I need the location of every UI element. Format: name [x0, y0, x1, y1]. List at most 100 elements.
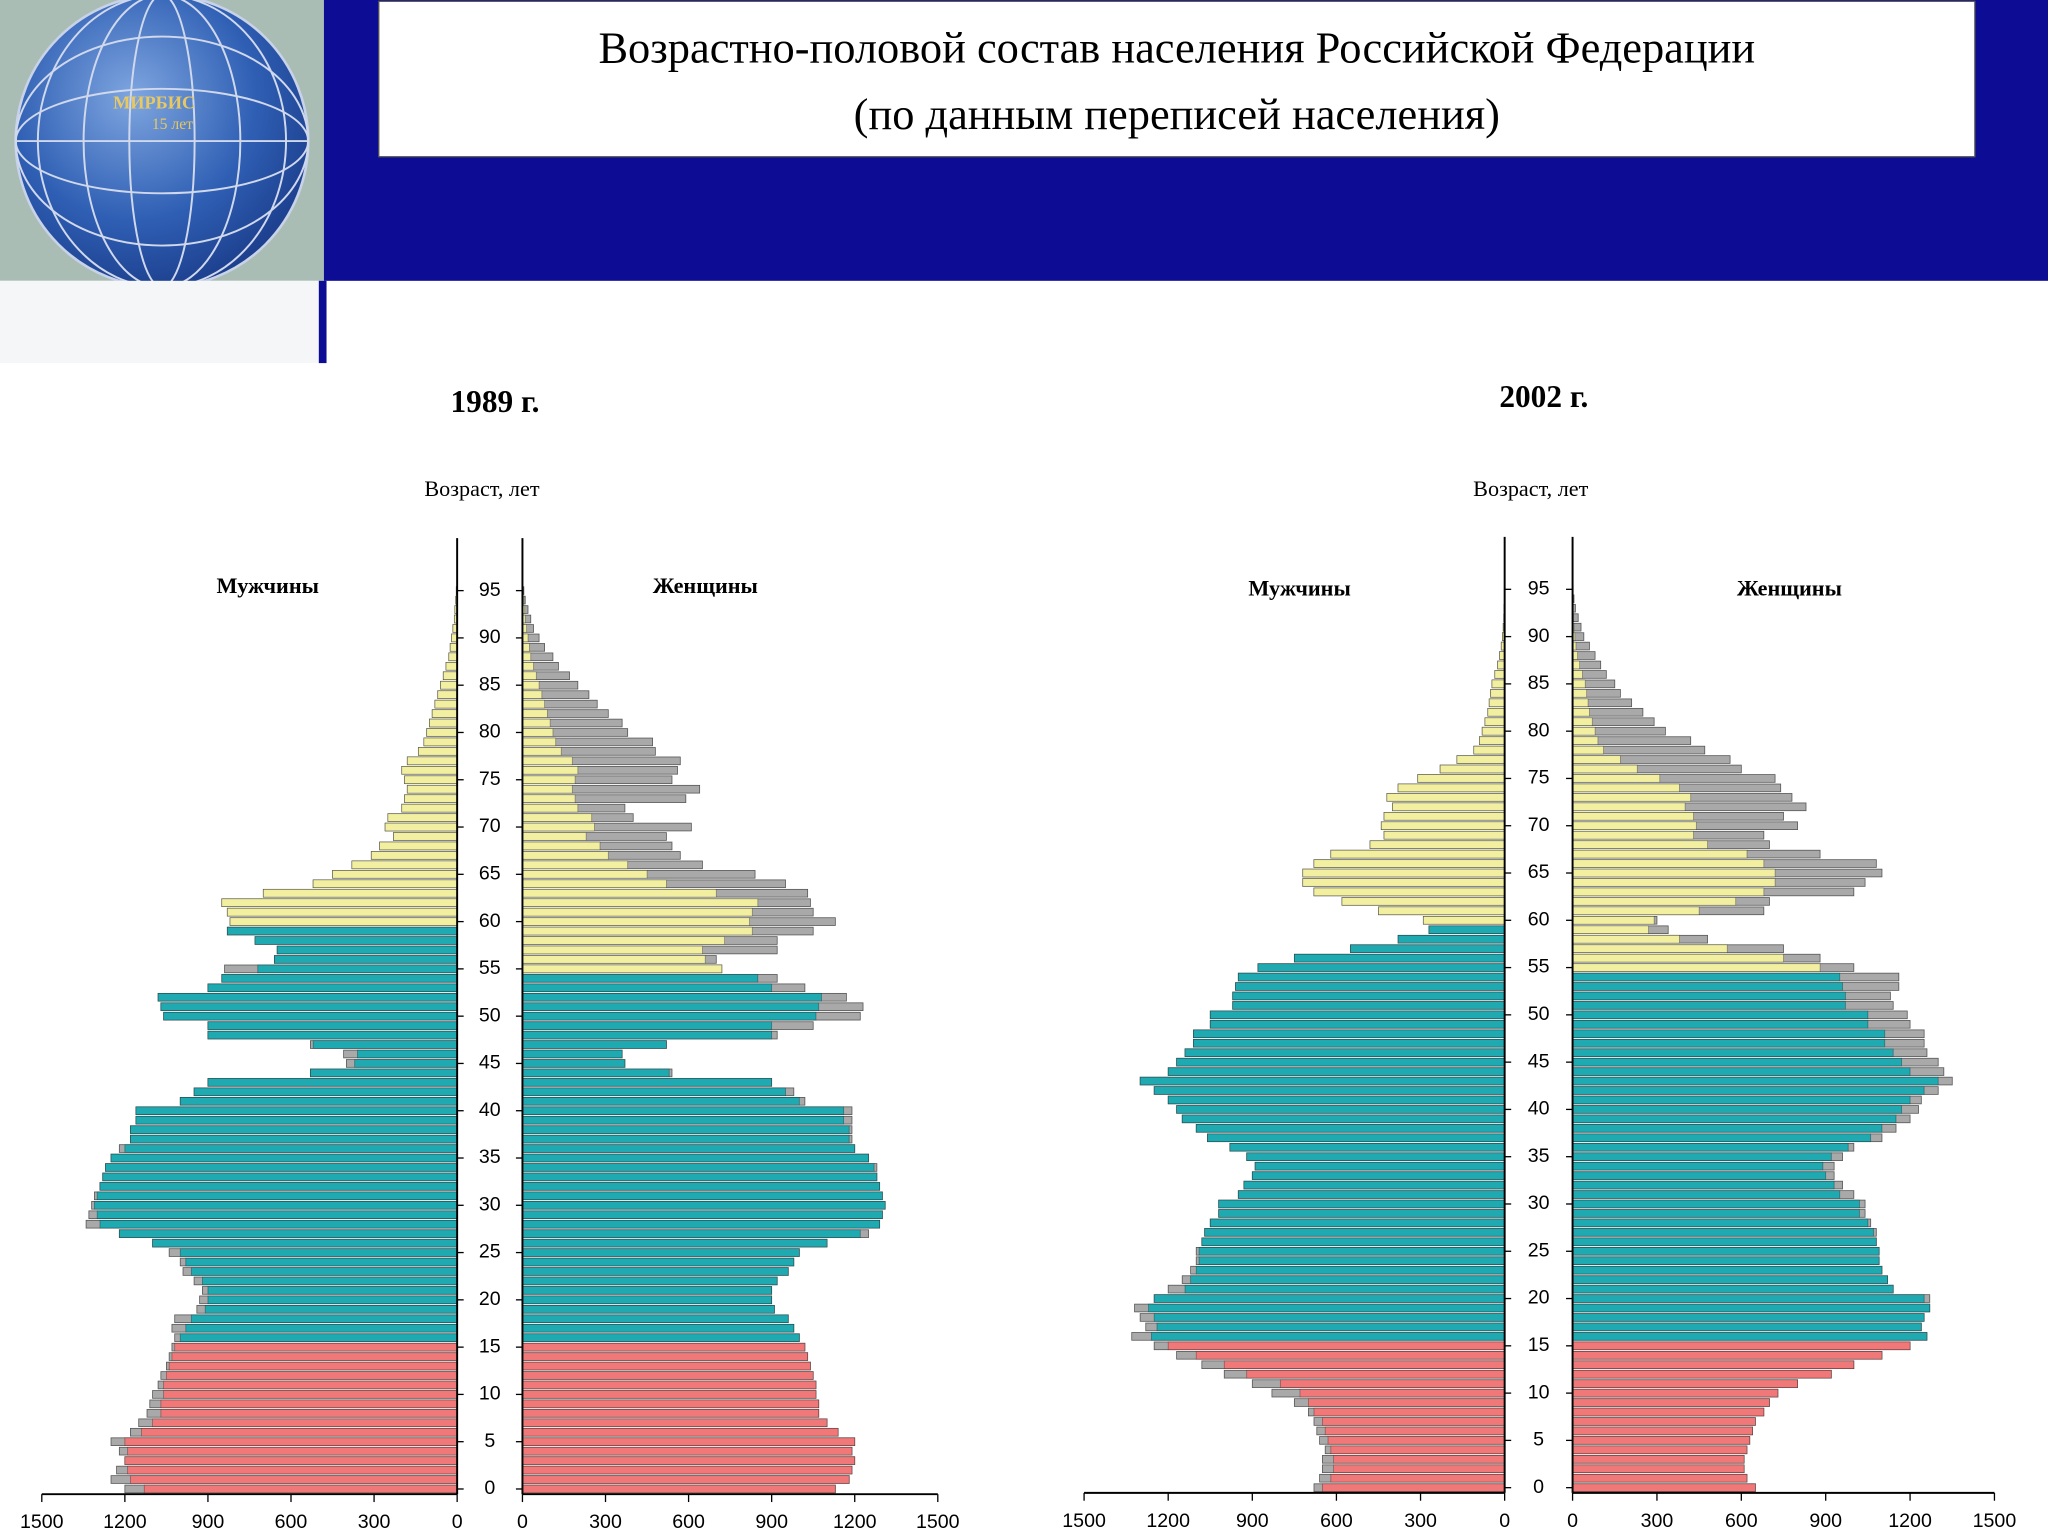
bar-common [1167, 1067, 1506, 1076]
bar-common [1218, 1199, 1506, 1209]
bar-common [522, 1390, 817, 1399]
bar-common [1491, 679, 1506, 689]
bar-common [1223, 1360, 1506, 1370]
bar-common [1572, 925, 1649, 935]
bar-common [1333, 1455, 1506, 1464]
bar-common [522, 936, 725, 945]
bar-common [522, 652, 532, 662]
bar-common [1439, 764, 1506, 774]
header-accent [318, 280, 327, 364]
bar-common [1473, 745, 1506, 755]
legend-entry: Мужчины [217, 573, 319, 598]
globe [14, 0, 310, 289]
bar-common [1341, 897, 1506, 906]
bar-common [1313, 887, 1506, 897]
bar-common [1572, 1180, 1835, 1190]
bar-common [1350, 944, 1506, 953]
bar-common [406, 756, 458, 766]
bar-common [401, 766, 458, 775]
bar-common [1209, 1010, 1506, 1020]
bar-common [351, 860, 458, 870]
x-tick-label: 0 [1499, 1510, 1510, 1532]
bar-common [522, 1446, 853, 1456]
bar-common [429, 718, 458, 728]
bar-common [94, 1201, 458, 1210]
bar-common [401, 803, 458, 813]
y-tick-label: 5 [484, 1430, 495, 1452]
bar-common [1237, 972, 1506, 982]
bar-common [357, 1049, 458, 1059]
bar-common [1572, 840, 1708, 849]
bar-common [1487, 707, 1506, 717]
bar-common [522, 1484, 836, 1494]
bar-common [1572, 745, 1604, 755]
bar-common [1490, 689, 1506, 698]
bar-common [1572, 670, 1583, 679]
bar-common [522, 803, 579, 813]
bar-common [254, 936, 458, 945]
bar-common [1572, 1445, 1748, 1455]
bar-common [522, 945, 703, 955]
bar-common [431, 709, 458, 718]
bar-common [522, 1276, 778, 1286]
x-tick-label: 900 [192, 1511, 225, 1533]
bar-common [229, 917, 458, 926]
slide-title: (по данным переписей населения) [854, 89, 1500, 139]
bar-common [207, 983, 458, 993]
bar-common [1572, 916, 1655, 925]
bar-common [1572, 859, 1765, 868]
bar-common [354, 1059, 458, 1068]
bar-common [522, 1182, 881, 1191]
bar-common [442, 671, 458, 681]
bar-common [393, 832, 458, 841]
bar-common [163, 1011, 458, 1021]
y-tick-label: 70 [1528, 814, 1550, 836]
bar-common [1572, 1048, 1894, 1057]
y-tick-label: 55 [1528, 956, 1550, 978]
bar-common [1302, 878, 1506, 887]
bar-common [522, 699, 545, 709]
bar-common [522, 1342, 806, 1352]
bar-common [1572, 802, 1686, 812]
bar-common [522, 1409, 820, 1418]
bar-common [1257, 963, 1506, 972]
bar-common [1184, 1048, 1506, 1057]
bar-common [522, 907, 753, 917]
bar-common [1572, 1237, 1877, 1247]
bar-common [1572, 1020, 1869, 1029]
bar-common [522, 794, 576, 803]
bar-common [1572, 868, 1776, 878]
bar-common [163, 1380, 458, 1390]
bar-common [1481, 726, 1506, 736]
bar-common [1572, 1322, 1922, 1332]
y-tick-label: 75 [1528, 767, 1550, 789]
bar-common [522, 1078, 773, 1087]
bar-common [309, 1068, 458, 1078]
bar-common [522, 992, 822, 1002]
bar-common [522, 1248, 800, 1257]
bar-common [1572, 972, 1841, 982]
y-tick-label: 90 [1528, 625, 1550, 647]
x-tick-label: 1200 [1888, 1510, 1932, 1532]
y-tick-label: 45 [1528, 1050, 1550, 1072]
bar-common [221, 898, 458, 907]
bar-common [1572, 698, 1589, 708]
x-tick-label: 1500 [1973, 1510, 2017, 1532]
y-tick-label: 50 [479, 1004, 501, 1026]
bar-common [1176, 1057, 1506, 1067]
bar-common [1572, 783, 1680, 793]
bar-common [522, 1040, 667, 1049]
bar-common [449, 643, 458, 652]
bar-common [1572, 1095, 1911, 1105]
bar-common [1572, 1275, 1888, 1284]
bar-common [1572, 1218, 1869, 1228]
bar-common [522, 832, 587, 841]
y-tick-label: 15 [1528, 1334, 1550, 1356]
y-tick-label: 60 [1528, 908, 1550, 930]
bar-common [522, 1097, 800, 1106]
bar-common [1572, 1473, 1748, 1483]
y-tick-label: 65 [1528, 861, 1550, 883]
chart-title: 1989 г. [451, 384, 540, 419]
bar-common [522, 851, 609, 860]
bar-common [448, 652, 458, 662]
